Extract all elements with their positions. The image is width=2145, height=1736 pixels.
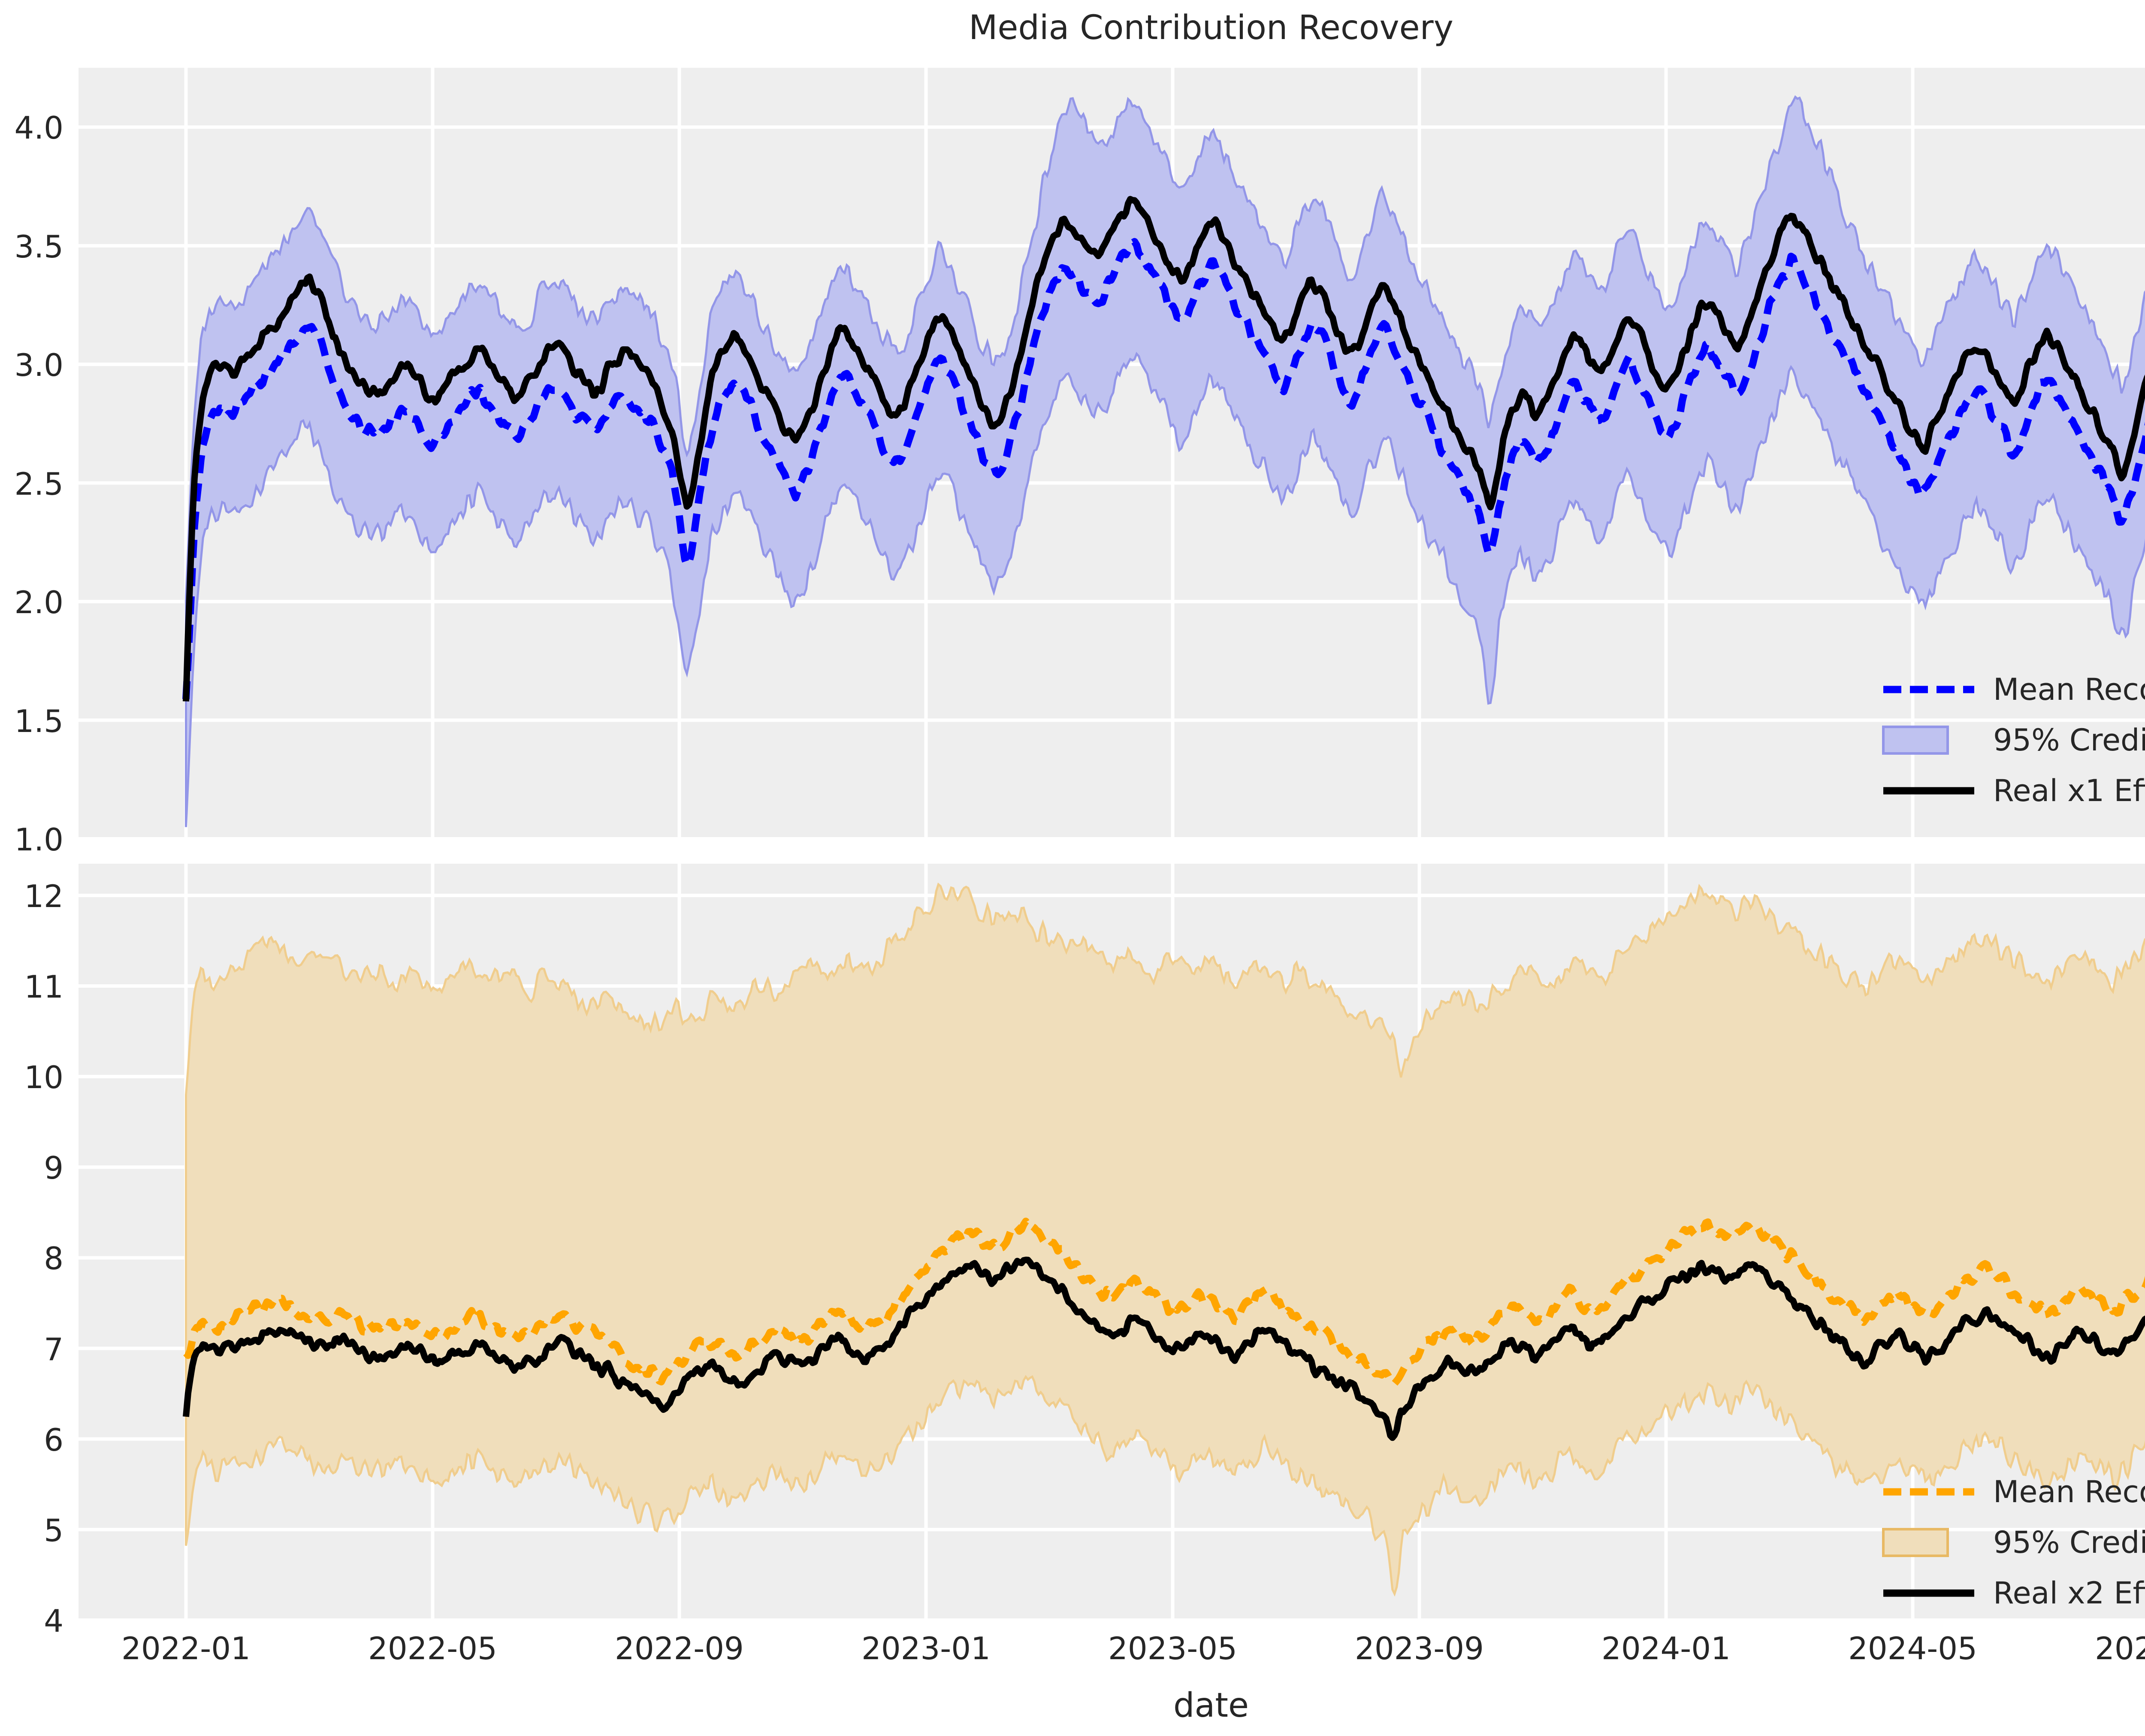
y-tick-label: 4.0 [14,110,63,146]
dashed-line-key-icon [1879,1477,1978,1507]
x-tick-label: 2022-01 [121,1630,251,1666]
legend-x2: Mean Recover x2 Effect 95% Credible Inte… [1879,1467,2145,1618]
x-tick-label: 2023-05 [1108,1630,1237,1666]
legend-label: Mean Recover x1 Effect [1993,672,2145,707]
chart-title: Media Contribution Recovery [969,9,1453,47]
legend-label: 95% Credible Interval [1993,1525,2145,1560]
band-patch-key-icon [1879,725,1978,755]
dashed-line-key-icon [1879,674,1978,705]
y-tick-label: 8 [44,1240,63,1277]
y-tick-label: 11 [24,969,63,1005]
y-tick-label: 2.0 [14,584,63,621]
y-tick-label: 9 [44,1150,63,1186]
x-tick-label: 2023-09 [1355,1630,1484,1666]
legend-item[interactable]: Mean Recover x2 Effect [1879,1467,2145,1517]
legend-label: Real x1 Effect [1993,773,2145,808]
y-tick-label: 4 [44,1603,63,1639]
x-tick-label: 2023-01 [861,1630,991,1666]
y-tick-label: 3.5 [14,228,63,265]
legend-x1: Mean Recover x1 Effect 95% Credible Inte… [1879,664,2145,816]
y-tick-label: 10 [24,1059,63,1096]
legend-label: Real x2 Effect [1993,1576,2145,1611]
y-tick-label: 7 [44,1331,63,1367]
subplot-x1 [79,68,2145,839]
x-tick-label: 2024-05 [1848,1630,1977,1666]
x-tick-label: 2022-09 [615,1630,744,1666]
legend-item[interactable]: Real x2 Effect [1879,1568,2145,1618]
y-tick-label: 1.5 [14,703,63,739]
x-tick-label: 2022-05 [368,1630,497,1666]
band-patch-key-icon [1879,1527,1978,1558]
y-tick-label: 2.5 [14,466,63,502]
legend-label: Mean Recover x2 Effect [1993,1474,2145,1509]
x-axis-label: date [1173,1686,1249,1725]
solid-line-key-icon [1879,776,1978,806]
x-tick-label: 2024-09 [2095,1630,2145,1666]
y-tick-label: 6 [44,1421,63,1458]
legend-item[interactable]: 95% Credible Interval [1879,715,2145,765]
solid-line-key-icon [1879,1578,1978,1608]
legend-item[interactable]: 95% Credible Interval [1879,1517,2145,1568]
y-tick-label: 5 [44,1512,63,1548]
legend-label: 95% Credible Interval [1993,723,2145,758]
y-tick-label: 12 [24,878,63,914]
legend-item[interactable]: Mean Recover x1 Effect [1879,664,2145,715]
subplot-x2 [79,864,2145,1620]
y-tick-label: 1.0 [14,822,63,858]
y-tick-label: 3.0 [14,347,63,384]
legend-item[interactable]: Real x1 Effect [1879,765,2145,816]
x-tick-label: 2024-01 [1601,1630,1731,1666]
